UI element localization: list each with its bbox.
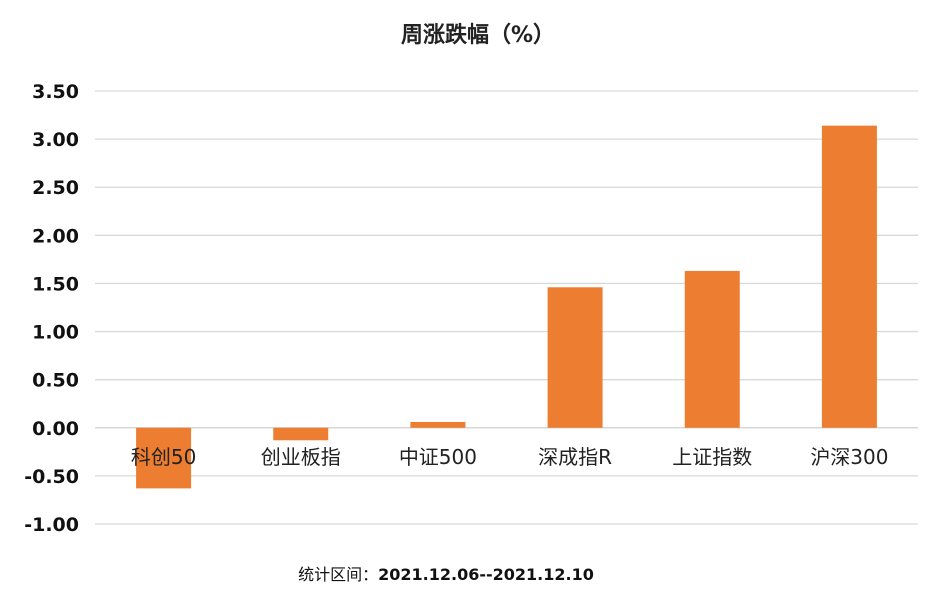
- chart-title: 周涨跌幅（%）: [401, 23, 555, 48]
- x-tick-label: 沪深300: [810, 445, 888, 469]
- x-tick-label: 中证500: [399, 445, 477, 469]
- bar: [821, 125, 877, 428]
- x-tick-label: 创业板指: [261, 445, 341, 469]
- x-tick-label: 科创50: [131, 445, 196, 469]
- y-tick-label: 3.00: [32, 129, 79, 151]
- y-tick-label: -0.50: [24, 466, 79, 488]
- y-tick-label: 0.00: [32, 418, 79, 440]
- footer-caption: 统计区间：2021.12.06--2021.12.10: [298, 565, 594, 584]
- x-axis-ticks: 科创50 创业板指 中证500 深成指R 上证指数 沪深300: [131, 445, 889, 469]
- y-tick-label: 2.00: [32, 225, 79, 247]
- y-axis-ticks: 3.50 3.00 2.50 2.00 1.50 1.00 0.50 0.00 -0.50 -1.…: [24, 81, 79, 536]
- y-tick-label: 1.00: [32, 322, 79, 344]
- y-tick-label: 2.50: [32, 177, 79, 199]
- gridlines: [95, 90, 918, 525]
- bar: [136, 427, 192, 489]
- x-tick-label: 深成指R: [538, 445, 612, 469]
- y-tick-label: 0.50: [32, 370, 79, 392]
- bars: [136, 125, 877, 489]
- footer-label: 统计区间：: [298, 565, 378, 584]
- y-tick-label: -1.00: [24, 514, 79, 536]
- bar: [547, 287, 603, 428]
- bar: [684, 270, 740, 428]
- bar: [410, 422, 466, 428]
- x-tick-label: 上证指数: [672, 445, 752, 469]
- y-tick-label: 1.50: [32, 273, 79, 295]
- footer-date-range: 2021.12.06--2021.12.10: [378, 565, 594, 584]
- y-tick-label: 3.50: [32, 81, 79, 103]
- bar: [273, 427, 329, 441]
